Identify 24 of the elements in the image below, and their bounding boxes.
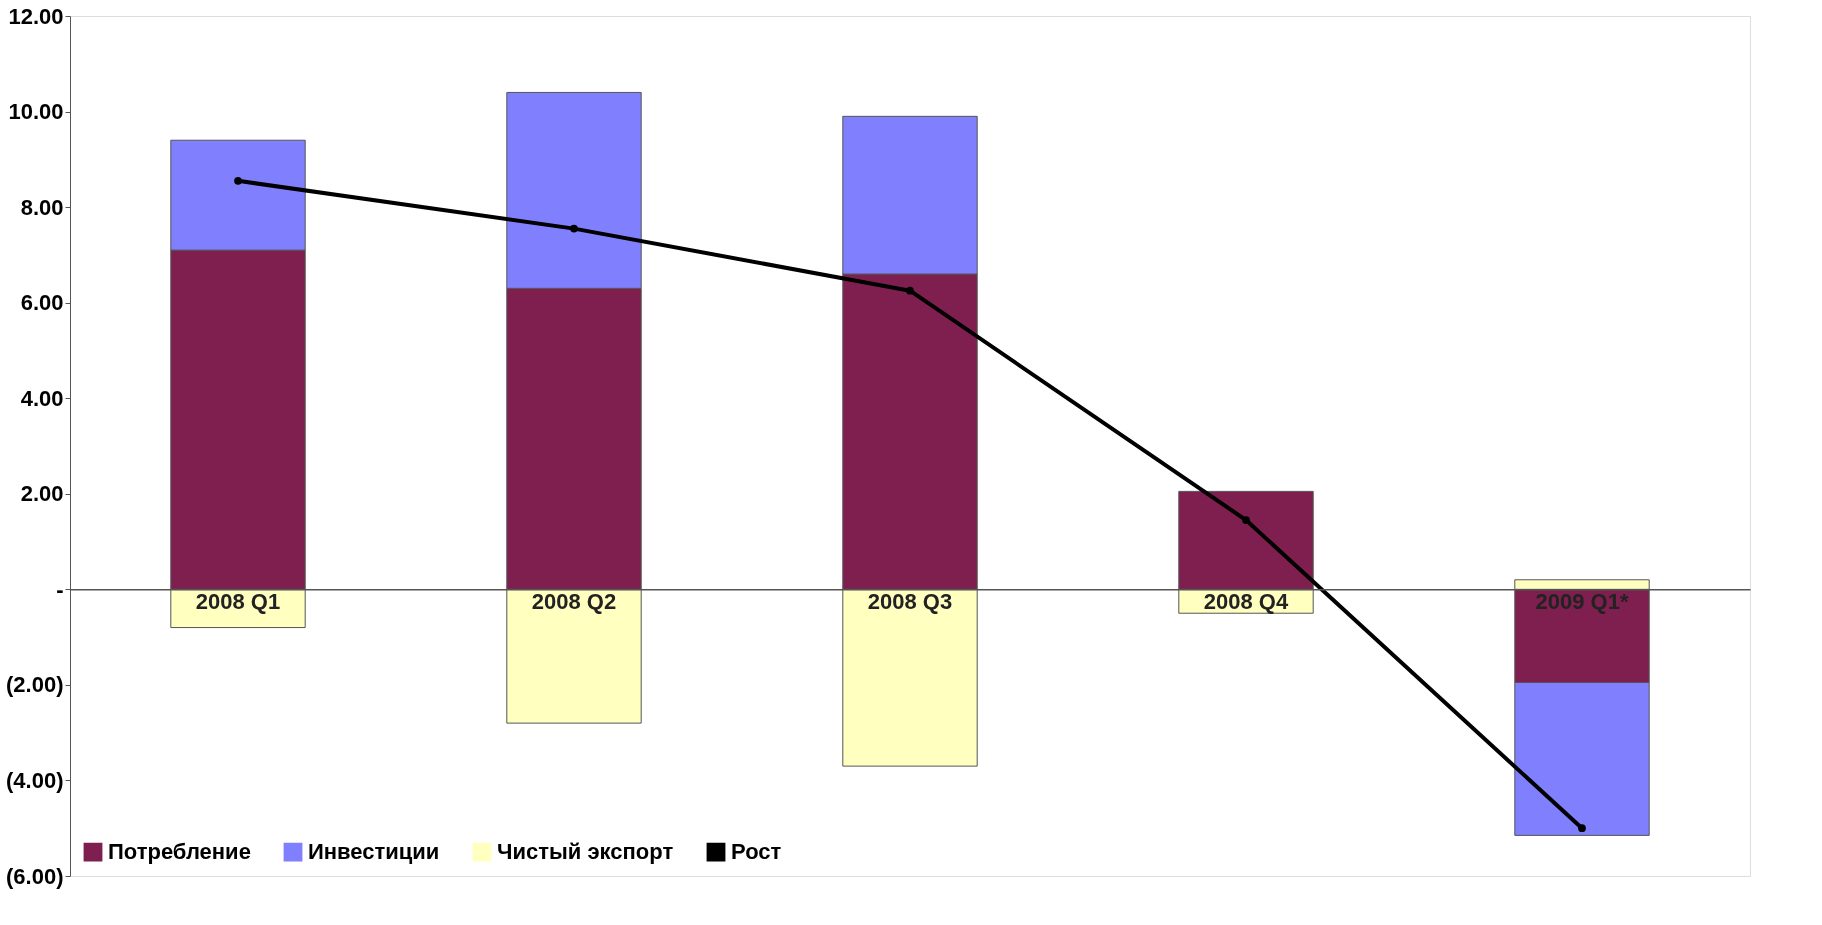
y-tick-label: (4.00) [6,767,64,793]
point [1578,824,1586,833]
x-tick-label: 2008 Q2 [531,588,617,614]
point [1242,516,1250,524]
legend-label: Чистый экспорт [497,839,674,865]
y-tick-label: 4.00 [20,385,64,411]
x-tick-label: 2008 Q3 [867,588,953,614]
y-tick-label: 2.00 [20,481,64,507]
x-tick-label: 2008 Q4 [1203,588,1289,614]
y-tick-label: 8.00 [20,194,64,220]
y-tick-label: (6.00) [6,863,64,889]
legend-label: Рост [731,839,782,865]
x-tick-label: 2009 Q1* [1535,588,1629,614]
y-tick-label: (2.00) [6,672,64,698]
y-tick-label: - [56,576,64,602]
point [234,176,242,185]
x-tick-label: 2008 Q1 [195,588,281,614]
legend-label: Потребление [108,839,251,865]
y-tick-label: 12.00 [8,3,64,29]
point [570,224,578,233]
point [906,286,914,295]
y-tick-label: 6.00 [20,290,64,316]
legend-label: Инвестиции [308,839,440,865]
y-tick-label: 10.00 [8,99,64,125]
